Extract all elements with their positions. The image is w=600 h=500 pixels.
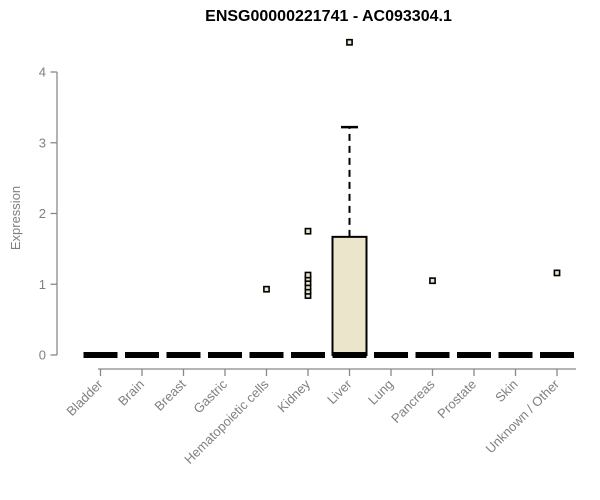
- median-bar: [83, 352, 118, 358]
- outlier-point: [304, 271, 312, 279]
- y-tick-label: 3: [39, 135, 46, 150]
- outlier-point: [553, 269, 561, 277]
- median-bar: [415, 352, 450, 358]
- median-bar: [166, 352, 201, 358]
- median-bar: [457, 352, 491, 358]
- chart-title: ENSG00000221741 - AC093304.1: [205, 8, 452, 25]
- x-tick-label: Unknown / Other: [483, 376, 563, 456]
- x-tick-label: Liver: [324, 376, 355, 407]
- outlier-point: [304, 227, 312, 235]
- median-bar: [208, 352, 242, 358]
- y-tick-label: 4: [39, 65, 46, 80]
- x-tick-label: Prostate: [434, 377, 479, 422]
- median-bar: [540, 352, 574, 358]
- x-tick-label: Skin: [492, 377, 520, 405]
- y-tick-label: 0: [39, 348, 46, 363]
- y-tick-label: 2: [39, 206, 46, 221]
- x-tick-label: Pancreas: [388, 376, 438, 426]
- median-bar: [374, 352, 408, 358]
- box-liver: [331, 235, 368, 356]
- median-bar: [498, 352, 533, 358]
- median-bar: [332, 352, 367, 358]
- outlier-point: [263, 285, 270, 293]
- outlier-point: [429, 277, 436, 285]
- x-tick-label: Kidney: [274, 376, 313, 415]
- median-bar: [125, 352, 159, 358]
- y-tick-label: 1: [39, 277, 46, 292]
- x-tick-label: Brain: [115, 377, 147, 409]
- x-tick-label: Bladder: [63, 376, 106, 419]
- x-tick-label: Breast: [151, 376, 188, 413]
- outlier-point: [346, 38, 353, 46]
- x-tick-label: Lung: [365, 377, 396, 408]
- median-bar: [249, 352, 284, 358]
- x-tick-label: Gastric: [190, 376, 230, 416]
- median-bar: [291, 352, 325, 358]
